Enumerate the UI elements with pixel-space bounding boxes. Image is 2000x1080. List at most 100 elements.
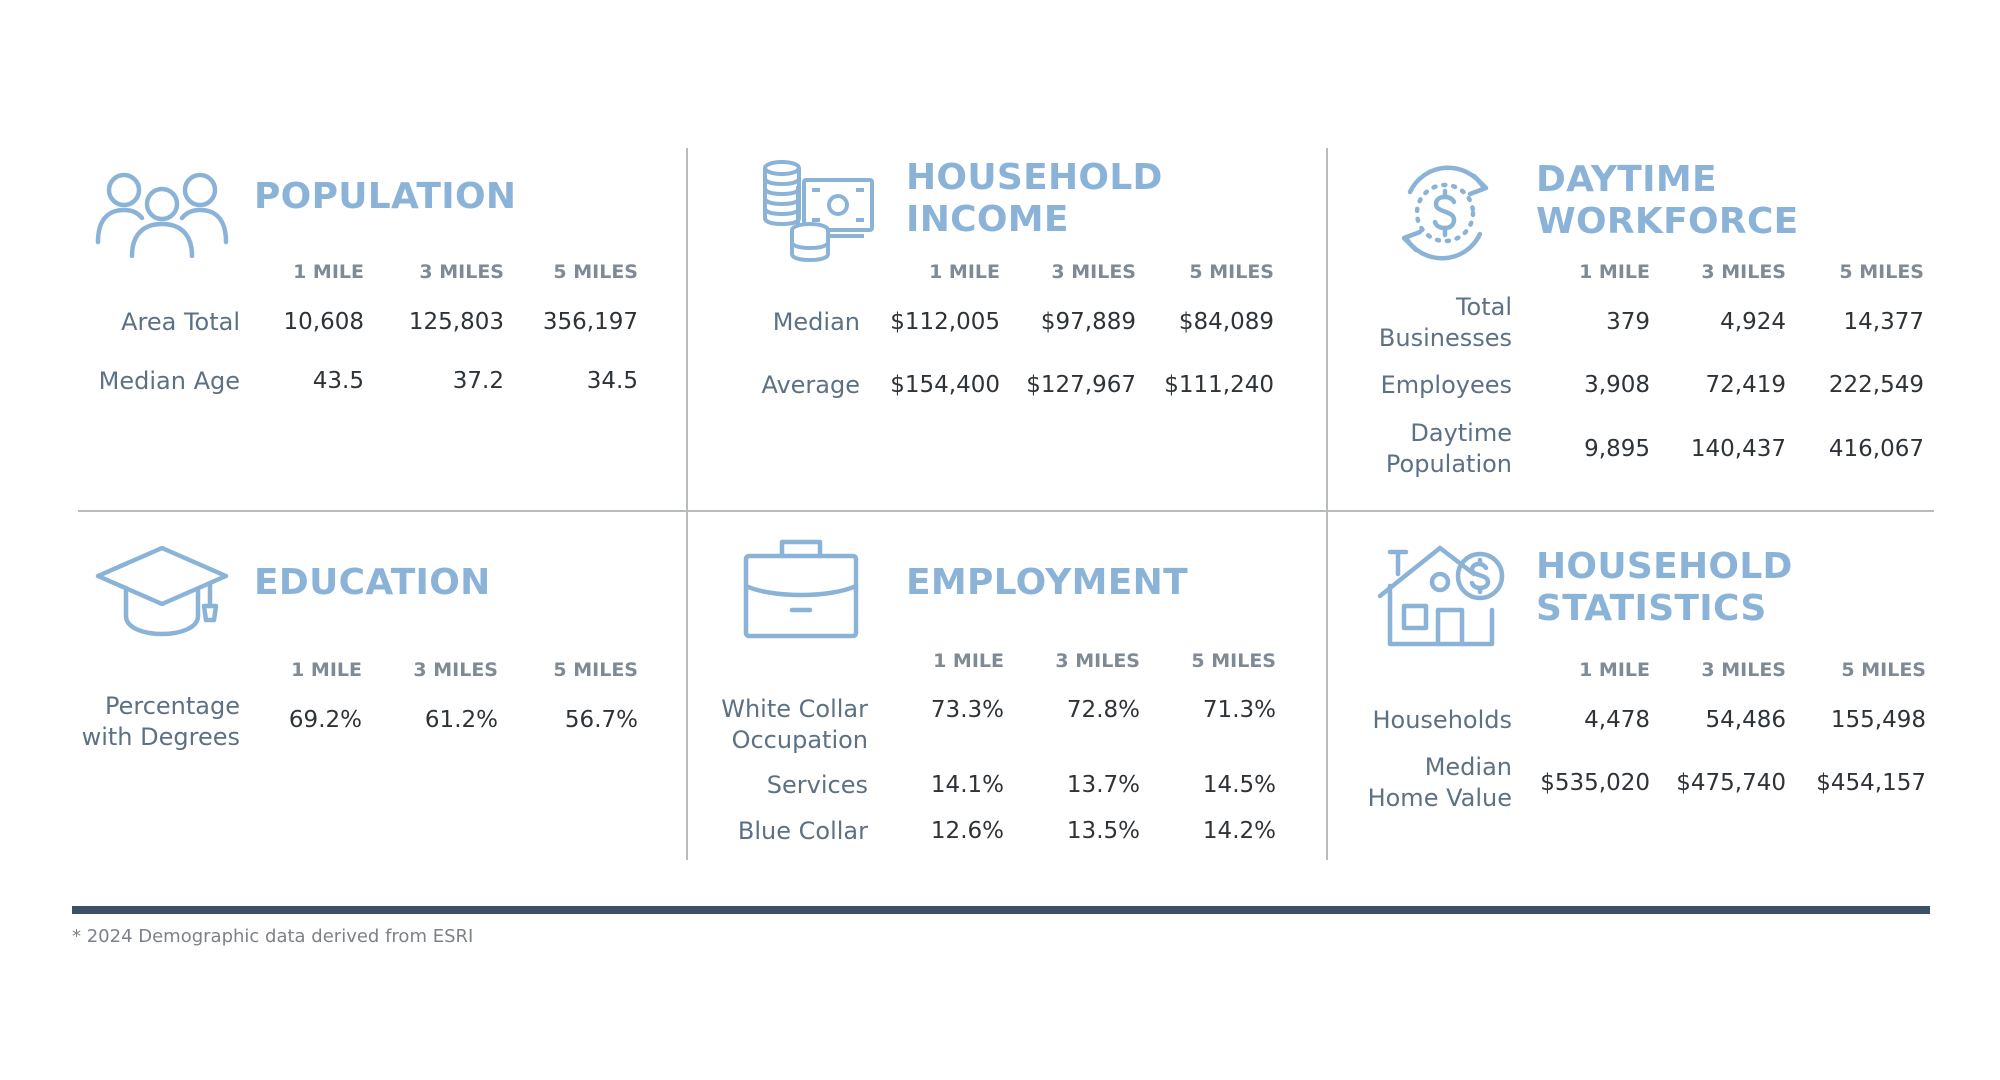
- col-head-3-miles: 3 MILES: [413, 659, 498, 681]
- footnote: * 2024 Demographic data derived from ESR…: [72, 926, 474, 947]
- graduation-cap-icon: [94, 544, 230, 640]
- employment-title-text: EMPLOYMENT: [906, 562, 1188, 603]
- coins-cash-icon: [760, 158, 876, 264]
- row-label-area-total: Area Total: [121, 308, 240, 336]
- row-label-daytime-population: Daytime Population: [1272, 418, 1512, 480]
- col-head-1-mile: 1 MILE: [293, 261, 364, 283]
- col-head-5-miles: 5 MILES: [1839, 261, 1924, 283]
- divider-horizontal: [78, 510, 1934, 512]
- row-label-total-businesses: Total Businesses: [1272, 292, 1512, 354]
- household-income-title-line2: INCOME: [906, 199, 1069, 240]
- col-head-1-mile: 1 MILE: [1579, 261, 1650, 283]
- row-label-median-age: Median Age: [98, 367, 240, 395]
- col-head-3-miles: 3 MILES: [1051, 261, 1136, 283]
- cell-average-3: $127,967: [1026, 372, 1136, 398]
- daytime-population-line2: Population: [1385, 450, 1512, 478]
- col-head-1-mile: 1 MILE: [1579, 659, 1650, 681]
- household-statistics-title: HOUSEHOLD STATISTICS: [1536, 546, 1793, 630]
- cell-median-home-value-1: $535,020: [1540, 770, 1650, 796]
- cell-white-collar-3: 72.8%: [1066, 697, 1140, 723]
- cell-employees-1: 3,908: [1584, 372, 1650, 398]
- total-businesses-line2: Businesses: [1378, 324, 1512, 352]
- population-title-text: POPULATION: [254, 176, 517, 217]
- household-income-title: HOUSEHOLD INCOME: [906, 157, 1163, 241]
- row-label-median-home-value: Median Home Value: [1272, 752, 1512, 814]
- median-home-value-line2: Home Value: [1367, 784, 1512, 812]
- daytime-workforce-title-line2: WORKFORCE: [1536, 201, 1799, 242]
- row-label-average: Average: [761, 371, 860, 399]
- col-head-5-miles: 5 MILES: [553, 659, 638, 681]
- cell-households-3: 54,486: [1705, 707, 1786, 733]
- cell-median-1: $112,005: [890, 309, 1000, 335]
- row-label-median: Median: [772, 308, 860, 336]
- daytime-workforce-title-line1: DAYTIME: [1536, 159, 1717, 200]
- divider-vertical-2: [1326, 148, 1328, 860]
- row-label-blue-collar: Blue Collar: [737, 817, 868, 845]
- cell-area-total-5: 356,197: [542, 309, 638, 335]
- col-head-1-mile: 1 MILE: [929, 261, 1000, 283]
- cell-median-home-value-3: $475,740: [1676, 770, 1786, 796]
- cell-average-5: $111,240: [1164, 372, 1274, 398]
- footer-rule: [72, 906, 1930, 914]
- house-dollar-icon: [1376, 544, 1506, 648]
- cell-services-1: 14.1%: [930, 772, 1004, 798]
- cell-total-businesses-5: 14,377: [1843, 309, 1924, 335]
- cell-households-1: 4,478: [1584, 707, 1650, 733]
- household-statistics-title-line1: HOUSEHOLD: [1536, 546, 1793, 587]
- cell-daytime-population-3: 140,437: [1690, 436, 1786, 462]
- household-income-title-line1: HOUSEHOLD: [906, 157, 1163, 198]
- row-label-services: Services: [766, 771, 868, 799]
- briefcase-icon: [742, 538, 860, 640]
- col-head-5-miles: 5 MILES: [1189, 261, 1274, 283]
- white-collar-line2: Occupation: [731, 726, 868, 754]
- daytime-population-line1: Daytime: [1410, 419, 1512, 447]
- cell-median-5: $84,089: [1178, 309, 1274, 335]
- employment-title: EMPLOYMENT: [906, 562, 1188, 604]
- cell-daytime-population-1: 9,895: [1584, 436, 1650, 462]
- median-home-value-line1: Median: [1424, 753, 1512, 781]
- household-statistics-title-line2: STATISTICS: [1536, 588, 1767, 629]
- people-icon: [94, 168, 230, 258]
- cell-white-collar-1: 73.3%: [930, 697, 1004, 723]
- col-head-3-miles: 3 MILES: [1701, 261, 1786, 283]
- cell-daytime-population-5: 416,067: [1828, 436, 1924, 462]
- cell-degrees-5: 56.7%: [564, 707, 638, 733]
- cell-blue-collar-1: 12.6%: [930, 818, 1004, 844]
- cell-employees-5: 222,549: [1828, 372, 1924, 398]
- education-title: EDUCATION: [254, 562, 491, 604]
- percentage-line1: Percentage: [104, 692, 240, 720]
- row-label-white-collar-occupation: White Collar Occupation: [628, 694, 868, 756]
- cell-average-1: $154,400: [890, 372, 1000, 398]
- total-businesses-line1: Total: [1455, 293, 1512, 321]
- cell-employees-3: 72,419: [1705, 372, 1786, 398]
- cell-households-5: 155,498: [1830, 707, 1926, 733]
- divider-vertical-1: [686, 148, 688, 860]
- row-label-households: Households: [1372, 706, 1512, 734]
- col-head-5-miles: 5 MILES: [1841, 659, 1926, 681]
- cell-services-5: 14.5%: [1202, 772, 1276, 798]
- cell-services-3: 13.7%: [1066, 772, 1140, 798]
- col-head-5-miles: 5 MILES: [553, 261, 638, 283]
- daytime-workforce-title: DAYTIME WORKFORCE: [1536, 159, 1799, 243]
- col-head-3-miles: 3 MILES: [419, 261, 504, 283]
- dollar-cycle-icon: [1390, 158, 1500, 268]
- row-label-employees: Employees: [1380, 371, 1512, 399]
- cell-degrees-3: 61.2%: [424, 707, 498, 733]
- cell-blue-collar-5: 14.2%: [1202, 818, 1276, 844]
- cell-degrees-1: 69.2%: [288, 707, 362, 733]
- cell-median-home-value-5: $454,157: [1816, 770, 1926, 796]
- cell-median-age-3: 37.2: [452, 368, 504, 394]
- cell-area-total-1: 10,608: [283, 309, 364, 335]
- cell-total-businesses-1: 379: [1606, 309, 1650, 335]
- col-head-3-miles: 3 MILES: [1701, 659, 1786, 681]
- education-title-text: EDUCATION: [254, 562, 491, 603]
- population-title: POPULATION: [254, 176, 516, 218]
- percentage-line2: with Degrees: [81, 723, 240, 751]
- cell-area-total-3: 125,803: [408, 309, 504, 335]
- row-label-percentage-with-degrees: Percentage with Degrees: [0, 691, 240, 753]
- col-head-1-mile: 1 MILE: [291, 659, 362, 681]
- col-head-1-mile: 1 MILE: [933, 650, 1004, 672]
- col-head-3-miles: 3 MILES: [1055, 650, 1140, 672]
- cell-total-businesses-3: 4,924: [1720, 309, 1786, 335]
- cell-white-collar-5: 71.3%: [1202, 697, 1276, 723]
